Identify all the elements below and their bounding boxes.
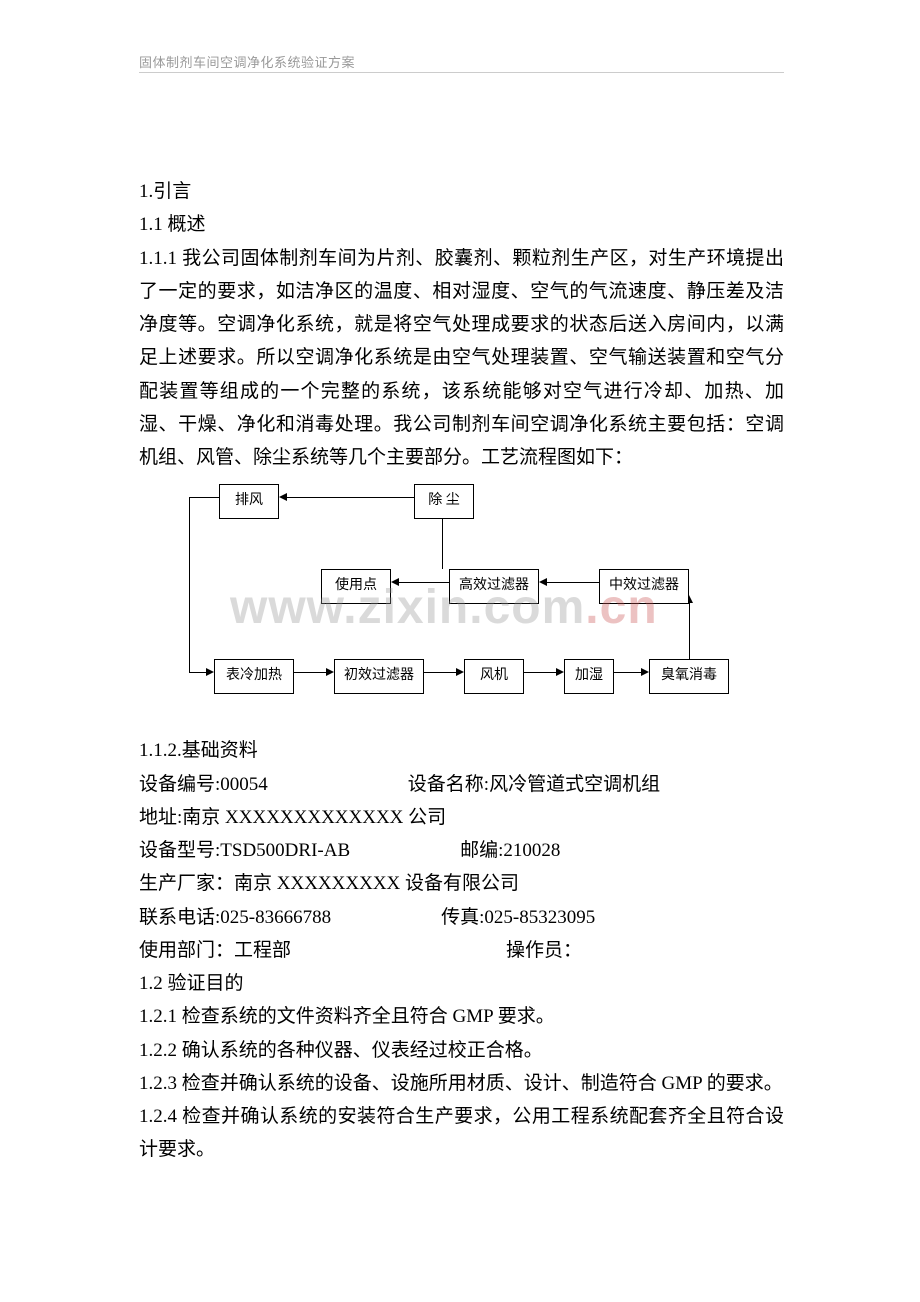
node-chuxiao: 初效过滤器 [334,659,424,694]
node-gaoxiao: 高效过滤器 [449,569,539,604]
fax: 025-85323095 [484,901,595,934]
arrow-head [206,668,214,676]
equip-no-label: 设备编号: [139,768,220,801]
mfr-label: 生产厂家： [139,867,234,900]
equip-name: 风冷管道式空调机组 [489,768,660,801]
tel-label: 联系电话: [139,901,220,934]
section-1-2-4: 1.2.4 检查并确认系统的安装符合生产要求，公用工程系统配套齐全且符合设计要求… [139,1100,784,1167]
zip: 210028 [503,834,560,867]
mfr: 南京 XXXXXXXXX 设备有限公司 [234,867,519,900]
arrow-head [456,668,464,676]
addr: 南京 XXXXXXXXXXXXX 公司 [182,801,446,834]
arrow [294,672,326,673]
node-chouyang: 臭氧消毒 [649,659,729,694]
arrow [689,602,690,659]
section-1: 1.引言 [139,175,784,208]
arrow [614,672,641,673]
addr-label: 地址: [139,801,182,834]
operator-label: 操作员： [506,934,582,967]
section-1-1: 1.1 概述 [139,208,784,241]
arrow [424,672,456,673]
section-1-2-1: 1.2.1 检查系统的文件资料齐全且符合 GMP 要求。 [139,1000,784,1033]
fax-label: 传真: [441,901,484,934]
node-biaoling: 表冷加热 [214,659,294,694]
section-1-2-2: 1.2.2 确认系统的各种仪器、仪表经过校正合格。 [139,1034,784,1067]
section-1-1-2: 1.1.2.基础资料 [139,734,784,767]
zip-label: 邮编: [460,834,503,867]
arrow [287,497,414,498]
arrow [524,672,556,673]
info-row: 生产厂家：南京 XXXXXXXXX 设备有限公司 [139,867,784,900]
tel: 025-83666788 [220,901,331,934]
arrow [442,518,443,569]
arrow-head [326,668,334,676]
section-1-1-1: 1.1.1 我公司固体制剂车间为片剂、胶囊剂、颗粒剂生产区，对生产环境提出了一定… [139,242,784,475]
arrow [189,497,219,498]
info-row: 设备编号:00054 设备名称:风冷管道式空调机组 [139,768,784,801]
arrow-head [391,578,399,586]
arrow-head [556,668,564,676]
info-row: 设备型号:TSD500DRI-AB 邮编:210028 [139,834,784,867]
node-paifeng: 排风 [219,484,279,519]
info-row: 地址:南京 XXXXXXXXXXXXX 公司 [139,801,784,834]
equip-name-label: 设备名称: [408,768,489,801]
node-jiashi: 加湿 [564,659,614,694]
document-body: 1.引言 1.1 概述 1.1.1 我公司固体制剂车间为片剂、胶囊剂、颗粒剂生产… [139,175,784,1167]
header-divider [139,72,784,73]
page-header: 固体制剂车间空调净化系统验证方案 [139,52,355,71]
info-row: 使用部门：工程部 操作员： [139,934,784,967]
arrow [547,582,599,583]
dept: 工程部 [234,934,291,967]
arrow [189,672,206,673]
section-1-2: 1.2 验证目的 [139,967,784,1000]
model: TSD500DRI-AB [220,834,350,867]
node-chuchen: 除 尘 [414,484,474,519]
arrow-head [279,493,287,501]
arrow-head [539,578,547,586]
equip-no: 00054 [220,768,268,801]
section-1-2-3: 1.2.3 检查并确认系统的设备、设施所用材质、设计、制造符合 GMP 的要求。 [139,1067,784,1100]
dept-label: 使用部门： [139,934,234,967]
arrow [189,497,190,672]
process-flowchart: 排风 除 尘 使用点 高效过滤器 中效过滤器 表冷加热 初效过滤器 风机 加湿 … [139,484,784,714]
node-zhongxiao: 中效过滤器 [599,569,689,604]
model-label: 设备型号: [139,834,220,867]
node-shiyongdian: 使用点 [321,569,391,604]
arrow [399,582,449,583]
info-row: 联系电话:025-83666788 传真:025-85323095 [139,901,784,934]
node-fengji: 风机 [464,659,524,694]
arrow-head [641,668,649,676]
